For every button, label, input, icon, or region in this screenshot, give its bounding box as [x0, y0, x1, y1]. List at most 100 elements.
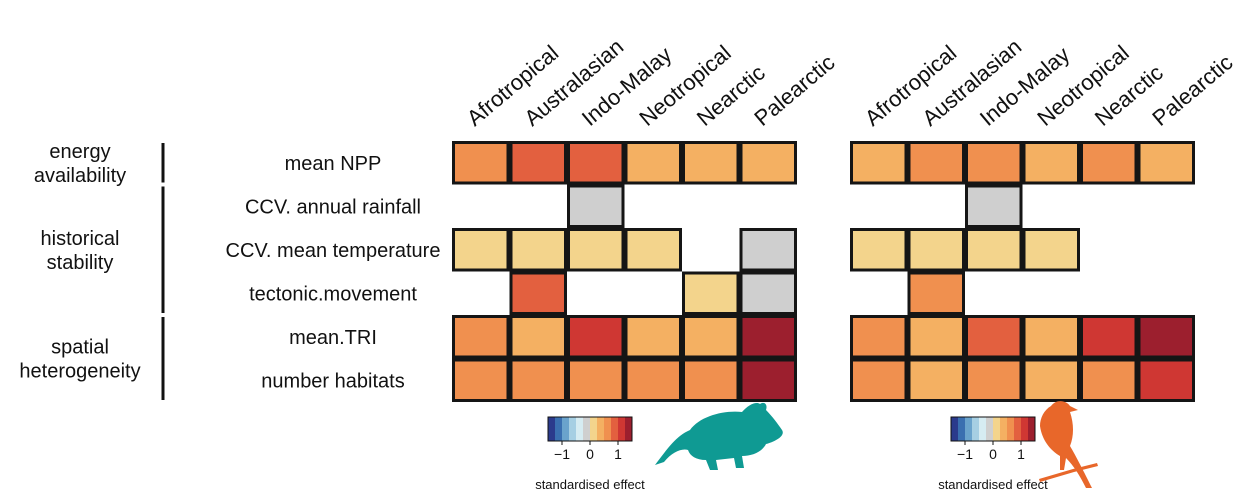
group-label: availability [34, 165, 126, 187]
legend-swatch [1021, 417, 1028, 441]
heatmap-cell [1022, 315, 1080, 359]
row-label: number habitats [261, 370, 404, 392]
heatmap-cell [907, 228, 965, 272]
legend-swatch [958, 417, 965, 441]
color-legend-mammals: −1 0 1 standardised effect [535, 416, 645, 492]
heatmap-cell [624, 315, 682, 359]
heatmap-cell [850, 358, 908, 402]
heatmap-cell [509, 358, 567, 402]
heatmap-cell [1137, 358, 1195, 402]
bird-silhouette-icon [1039, 401, 1098, 488]
heatmap-cell [682, 315, 740, 359]
heatmap-cell [965, 315, 1023, 359]
row-label: mean NPP [285, 153, 382, 175]
heatmap-cell [452, 141, 510, 185]
heatmap-cell [567, 184, 625, 228]
legend-swatch [583, 417, 590, 441]
legend-swatch [590, 417, 597, 441]
legend-swatch [972, 417, 979, 441]
legend-tick-label: −1 [554, 446, 570, 462]
legend-swatch [993, 417, 1000, 441]
heatmap-cell [1022, 358, 1080, 402]
legend-swatch [625, 417, 632, 441]
column-label: Palearctic [749, 50, 839, 131]
heatmap-cell [567, 315, 625, 359]
color-legend-birds: −1 0 1 standardised effect [938, 416, 1048, 492]
row-label: CCV. mean temperature [226, 240, 441, 262]
row-label: CCV. annual rainfall [245, 196, 421, 218]
legend-swatch [611, 417, 618, 441]
group-label: stability [47, 252, 114, 274]
heatmap-cell [1137, 141, 1195, 185]
heatmap-cell [624, 228, 682, 272]
group-label: historical [41, 228, 120, 250]
heatmap-cell [1137, 315, 1195, 359]
heatmap-cell [567, 228, 625, 272]
heatmap-cell [739, 315, 797, 359]
heatmap-cell [567, 141, 625, 185]
legend-swatch [597, 417, 604, 441]
heatmap-cell [907, 358, 965, 402]
heatmap-cell [1080, 358, 1138, 402]
heatmap-cell [965, 228, 1023, 272]
heatmap-cell [1022, 141, 1080, 185]
heatmap-panel-birds: AfrotropicalAustralasianIndo-MalayNeotro… [850, 34, 1237, 402]
heatmap-panel-mammals: AfrotropicalAustralasianIndo-MalayNeotro… [452, 34, 839, 402]
heatmap-cell [965, 184, 1023, 228]
heatmap-cell [850, 141, 908, 185]
legend-tick-label: 1 [614, 446, 622, 462]
legend-swatch [576, 417, 583, 441]
heatmap-cell [452, 358, 510, 402]
legend-swatch [951, 417, 958, 441]
legend-swatch [569, 417, 576, 441]
heatmap-cell [739, 358, 797, 402]
heatmap-cell [682, 271, 740, 315]
legend-swatch [1028, 417, 1035, 441]
heatmap-cell [739, 141, 797, 185]
row-label: mean.TRI [289, 327, 377, 349]
heatmap-cell [907, 315, 965, 359]
legend-tick-label: −1 [957, 446, 973, 462]
heatmap-cell [850, 315, 908, 359]
heatmap-cell [682, 141, 740, 185]
legend-title: standardised effect [535, 477, 645, 492]
legend-tick-label: 0 [586, 446, 594, 462]
legend-swatch [1007, 417, 1014, 441]
group-label: spatial [51, 337, 109, 359]
legend-swatch [555, 417, 562, 441]
legend-swatch [1000, 417, 1007, 441]
legend-tick-label: 1 [1017, 446, 1025, 462]
heatmap-cell [1022, 228, 1080, 272]
heatmap-cell [452, 228, 510, 272]
legend-swatch [1014, 417, 1021, 441]
heatmap-cell [624, 141, 682, 185]
heatmap-cell [907, 271, 965, 315]
legend-swatch [548, 417, 555, 441]
heatmap-cell [567, 358, 625, 402]
heatmap-cell [509, 271, 567, 315]
group-label: energy [49, 141, 110, 163]
legend-swatch [979, 417, 986, 441]
heatmap-cell [682, 358, 740, 402]
legend-tick-label: 0 [989, 446, 997, 462]
column-label: Palearctic [1147, 50, 1237, 131]
heatmap-cell [452, 315, 510, 359]
heatmap-cell [965, 141, 1023, 185]
legend-swatch [562, 417, 569, 441]
heatmap-cell [850, 228, 908, 272]
heatmap-cell [624, 358, 682, 402]
legend-swatch [604, 417, 611, 441]
row-label: tectonic.movement [249, 283, 417, 305]
heatmap-cell [739, 228, 797, 272]
group-label: heterogeneity [19, 361, 140, 383]
heatmap-cell [739, 271, 797, 315]
rodent-silhouette-icon [655, 402, 783, 470]
heatmap-cell [1080, 141, 1138, 185]
row-labels-area: mean NPP CCV. annual rainfall CCV. mean te… [19, 141, 440, 400]
legend-swatch [618, 417, 625, 441]
heatmap-cell [509, 315, 567, 359]
heatmap-cell [509, 141, 567, 185]
heatmap-cell [965, 358, 1023, 402]
heatmap-cell [509, 228, 567, 272]
